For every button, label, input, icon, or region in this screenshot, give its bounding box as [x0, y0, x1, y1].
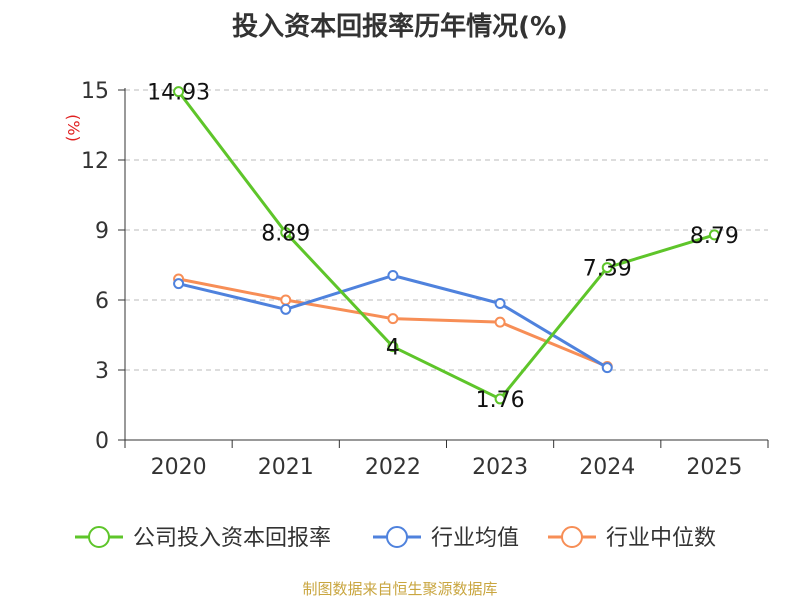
chart-title: 投入资本回报率历年情况(%) — [232, 12, 568, 42]
data-point — [387, 270, 399, 281]
data-point — [494, 393, 506, 405]
y-tick-label: 0 — [95, 429, 109, 454]
y-axis-label: (%) — [64, 114, 83, 142]
y-tick-label: 9 — [95, 219, 109, 244]
y-tick-label: 15 — [81, 79, 109, 104]
x-tick-label: 2020 — [151, 455, 207, 480]
data-point — [601, 262, 613, 274]
legend-swatch-marker — [561, 526, 583, 548]
data-point — [387, 313, 399, 325]
data-label: 4 — [386, 336, 400, 361]
x-tick-label: 2021 — [258, 455, 314, 480]
data-point — [173, 278, 185, 290]
data-point — [601, 362, 613, 374]
data-point — [494, 316, 506, 328]
legend-swatch-marker — [88, 526, 110, 548]
data-point — [387, 341, 399, 353]
series-line-0 — [177, 90, 715, 401]
x-tick-label: 2025 — [686, 455, 742, 480]
y-tick-label: 6 — [95, 289, 109, 314]
legend-label: 行业均值 — [431, 526, 519, 551]
data-label: 14.93 — [147, 81, 210, 106]
data-label: 8.89 — [261, 222, 310, 247]
data-point — [280, 227, 292, 239]
x-tick-label: 2024 — [579, 455, 635, 480]
legend-item[interactable]: 行业中位数 — [548, 526, 716, 551]
source-note: 制图数据来自恒生聚源数据库 — [302, 580, 498, 598]
y-tick-label: 12 — [81, 149, 109, 174]
y-tick-label: 3 — [95, 359, 109, 384]
data-point — [708, 229, 720, 241]
legend-label: 行业中位数 — [606, 526, 716, 551]
data-point — [494, 298, 506, 309]
data-point — [173, 86, 185, 98]
x-tick-label: 2023 — [472, 455, 528, 480]
data-point — [280, 303, 292, 315]
legend-label: 公司投入资本回报率 — [133, 526, 331, 551]
legend-item[interactable]: 行业均值 — [373, 526, 519, 551]
x-tick-label: 2022 — [365, 455, 421, 480]
data-point — [280, 294, 292, 306]
data-label: 8.79 — [690, 224, 739, 249]
data-label: 1.76 — [476, 388, 525, 413]
legend-item[interactable]: 公司投入资本回报率 — [75, 526, 331, 551]
legend-swatch-marker — [386, 526, 408, 548]
data-label: 7.39 — [583, 257, 632, 282]
